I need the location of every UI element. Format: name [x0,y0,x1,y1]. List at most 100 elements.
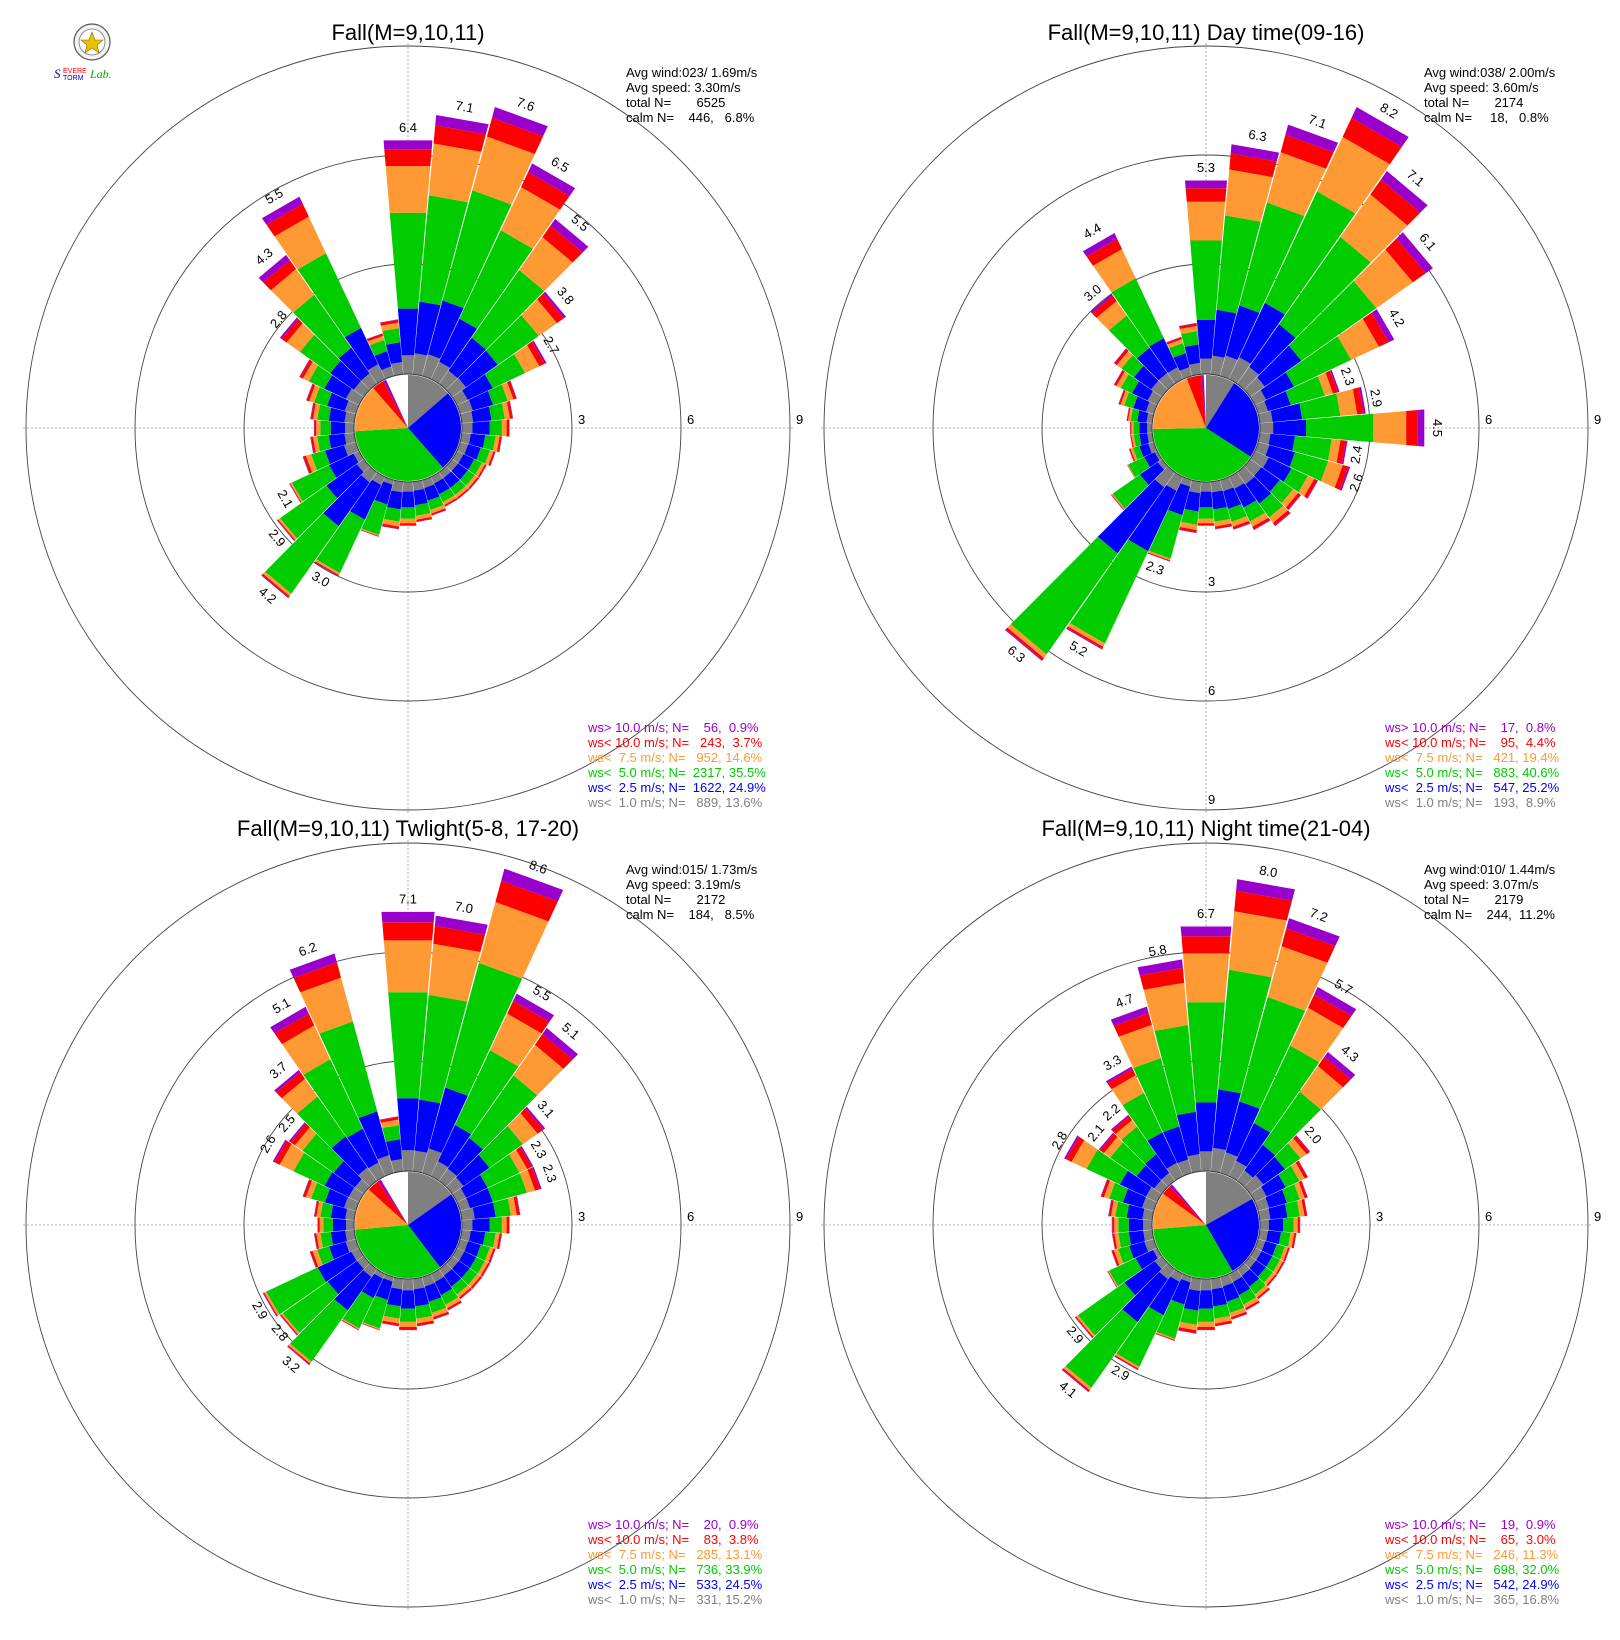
spoke-40: 5.5 [439,211,592,390]
legend-entry-lt10: ws< 10.0 m/s; N= 243, 3.7% [588,735,763,750]
spoke-segment-lt7_5 [1353,249,1413,309]
spoke-segment-lt5 [455,1050,519,1135]
spoke-segment-lt2_5 [459,1251,477,1269]
spoke-segment-lt10 [280,1314,298,1336]
spoke-segment-lt1 [1260,1219,1269,1231]
spoke-50: 3.1 [446,1097,558,1194]
spoke-segment-lt1 [401,1150,415,1171]
spoke-segment-lt1 [1220,477,1234,492]
spoke-segment-gt10 [1166,336,1182,343]
spoke-250 [302,442,359,474]
spoke-segment-lt2_5 [1263,457,1292,482]
spoke-segment-lt2_5 [1268,433,1295,451]
spoke-280 [1126,407,1154,424]
ring-label-east: 6 [1485,1209,1492,1224]
spoke-segment-lt1 [1177,1159,1192,1176]
spoke-segment-lt2_5 [1256,1251,1273,1267]
spoke-segment-lt2_5 [401,491,415,508]
spoke-segment-lt1 [358,1167,377,1187]
wind-stats: Avg wind:023/ 1.69m/s Avg speed: 3.30m/s t… [626,65,757,125]
spoke-segment-gt10 [1178,1330,1197,1334]
spoke-segment-gt10 [501,868,564,902]
spoke-segment-gt10 [302,1179,310,1197]
spoke-segment-lt2_5 [387,1287,403,1307]
spoke-segment-lt10 [497,1233,502,1250]
spoke-segment-lt1 [1244,377,1265,397]
spoke-segment-lt5 [1272,1244,1285,1260]
spoke-segment-lt2_5 [338,347,370,381]
spoke-segment-lt2_5 [447,1137,484,1176]
spoke-total-label: 3.3 [1101,1052,1124,1074]
spoke-segment-gt10 [433,1313,450,1320]
spoke-180 [1197,1279,1215,1331]
spoke-segment-lt7_5 [478,902,549,979]
spoke-segment-lt10 [1234,890,1292,921]
spoke-segment-lt2_5 [414,301,441,356]
spoke-segment-lt10 [457,488,470,499]
legend-entry-lt7_5: ws< 7.5 m/s; N= 285, 13.1% [588,1547,763,1562]
spoke-segment-lt5 [1292,436,1332,461]
spoke-segment-lt10 [1257,1287,1270,1299]
spoke-150 [1229,1269,1260,1311]
spoke-segment-lt5 [1121,1126,1157,1164]
spoke-100: 2.4 [1258,432,1365,465]
spoke-segment-lt7_5 [262,571,292,597]
spoke-segment-lt2_5 [1133,396,1150,412]
stat-line: Avg speed: 3.07m/s [1424,877,1539,892]
spoke-segment-lt1 [1210,1277,1223,1290]
spoke-segment-lt5 [388,992,428,1099]
spoke-260 [310,432,356,454]
spoke-segment-lt1 [1229,472,1245,489]
spoke-segment-gt10 [460,1289,473,1300]
spoke-segment-lt2_5 [332,1218,346,1232]
spoke-segment-lt5 [383,507,401,522]
spoke-segment-gt10 [1339,466,1351,491]
spoke-segment-lt2_5 [1213,1089,1241,1150]
spoke-segment-gt10 [1155,1333,1175,1341]
spoke-segment-lt10 [293,962,341,993]
spoke-segment-lt2_5 [1145,1154,1170,1180]
spoke-150 [431,472,458,507]
center-pie [353,1170,463,1280]
spoke-segment-lt2_5 [1273,419,1306,437]
legend-entry-lt1: ws< 1.0 m/s; N= 331, 15.2% [588,1592,763,1607]
spoke-200 [362,1274,394,1331]
spoke-total-label: 7.2 [1308,905,1330,925]
spoke-segment-lt5 [1180,1308,1199,1325]
spoke-segment-gt10 [1274,512,1291,527]
spoke-segment-lt10 [542,225,583,263]
spoke-total-label: 5.3 [1197,160,1215,175]
spoke-segment-lt5 [1283,468,1308,493]
range-ring [25,842,791,1608]
spoke-segment-lt10 [1291,1232,1297,1249]
spoke-segment-lt7_5 [416,1316,434,1324]
spoke-segment-lt7_5 [1111,1075,1144,1106]
spoke-segment-lt1 [462,1219,473,1231]
spoke-segment-lt1 [391,1277,404,1290]
spoke-segment-lt1 [1255,401,1269,414]
ring-label-east: 9 [1594,1209,1601,1224]
spoke-segment-lt1 [1250,390,1267,405]
spoke-90 [462,419,510,437]
spoke-310 [1113,348,1168,397]
spoke-segment-lt7_5 [315,559,340,576]
spoke-segment-lt5 [290,1299,348,1362]
spoke-segment-gt10 [1111,1250,1118,1267]
spoke-segment-lt2_5 [472,421,490,435]
spoke-segment-gt10 [1098,1132,1115,1151]
spoke-segment-lt10 [1139,967,1185,990]
spoke-segment-lt2_5 [324,1188,348,1208]
pie-slice-lt2_5 [408,1194,462,1268]
legend-entry-lt7_5: ws< 7.5 m/s; N= 952, 14.6% [588,750,763,765]
spoke-segment-lt1 [1244,1256,1257,1269]
pie-slice-gt10 [1201,375,1206,428]
spoke-segment-lt7_5 [1264,1272,1276,1286]
spoke-segment-lt2_5 [350,479,382,520]
spoke-total-label: 6.2 [297,939,319,959]
spoke-segment-lt5 [1110,1142,1146,1177]
spoke-segment-lt2_5 [1212,309,1237,358]
spoke-total-label: 4.3 [252,245,275,268]
spoke-segment-lt1 [1250,1186,1267,1202]
spoke-segment-gt10 [258,254,290,283]
spoke-segment-lt7_5 [1007,624,1047,659]
